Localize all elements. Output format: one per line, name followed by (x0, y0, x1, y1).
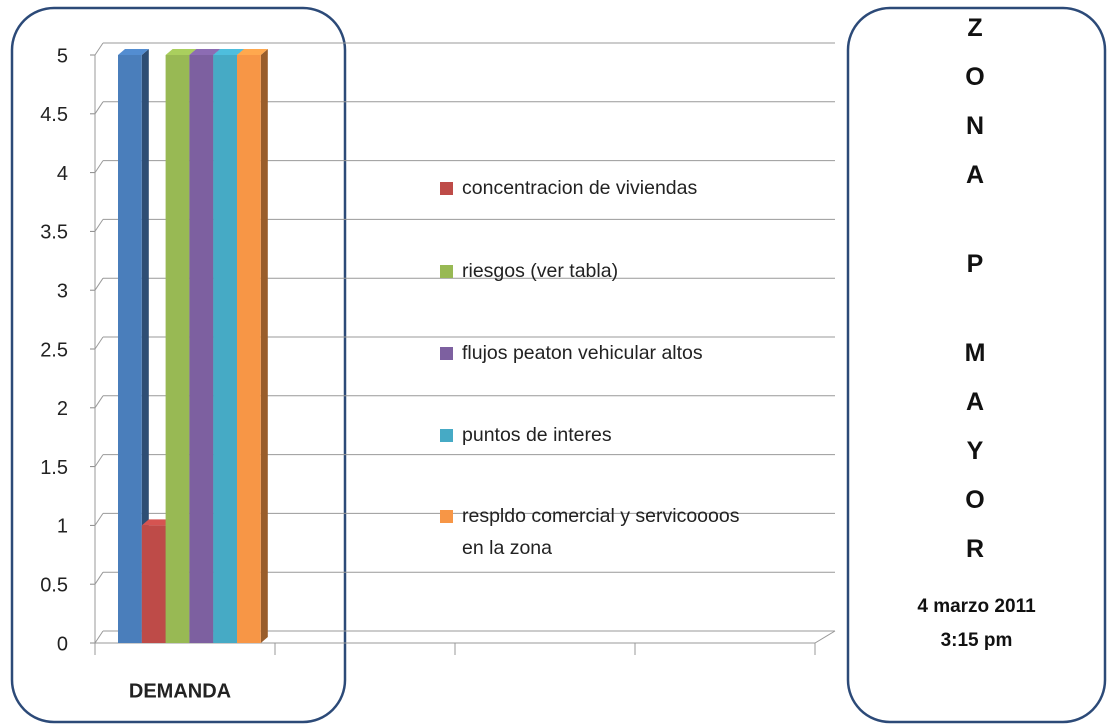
legend-swatch (440, 429, 453, 442)
bar-top (237, 49, 268, 55)
zone-label: ZONA P MAYOR (960, 14, 989, 624)
time: 3:15 pm (940, 630, 1013, 651)
bar-side (260, 49, 268, 643)
legend-swatch (440, 265, 453, 278)
zone-word: P (961, 250, 989, 299)
grid-line (94, 160, 104, 173)
zone-word: MAYOR (961, 339, 989, 584)
bar-top (213, 49, 244, 55)
grid-line (94, 454, 104, 467)
y-tick-label: 2.5 (40, 339, 68, 361)
y-tick-label: 0.5 (40, 574, 68, 596)
bar-front (213, 55, 237, 643)
right-panel (846, 6, 1107, 724)
legend-swatch (440, 182, 453, 195)
bar-top (141, 519, 173, 526)
left-panel (10, 6, 347, 724)
y-tick-label: 5 (57, 45, 68, 67)
grid-line (94, 101, 104, 115)
bar (118, 49, 149, 643)
grid-line (94, 219, 104, 232)
legend-swatch (440, 510, 453, 523)
legend-label: puntos de interes (462, 424, 612, 446)
legend-swatch (440, 347, 453, 360)
grid-line (94, 513, 104, 526)
bar (237, 49, 268, 643)
bar-front (141, 525, 166, 643)
bar-side (141, 49, 149, 643)
x-tick-label: DEMANDA (129, 680, 231, 702)
bar-front (165, 55, 190, 643)
y-tick-label: 3.5 (40, 222, 68, 244)
grid-line (94, 42, 104, 56)
bar-top (189, 49, 221, 55)
grid-line (94, 336, 104, 350)
bar-front (189, 55, 214, 643)
zone-word: ZONA (961, 14, 989, 210)
bar-front (118, 55, 142, 643)
grid-line (94, 630, 104, 644)
grid-line (94, 571, 104, 585)
bar-top (165, 49, 197, 55)
grid-line (94, 277, 104, 291)
legend-label: respldo comercial y servicoooos en la zo… (462, 505, 740, 559)
grid-line (94, 395, 104, 409)
bar-top (118, 49, 149, 55)
y-tick-label: 2 (57, 398, 68, 420)
legend-label: flujos peaton vehicular altos (462, 342, 703, 364)
bar-front (237, 55, 261, 643)
y-tick-label: 4.5 (40, 104, 68, 126)
y-tick-label: 1.5 (40, 457, 68, 479)
legend-label: riesgos (ver tabla) (462, 260, 619, 282)
y-tick-label: 1 (57, 516, 68, 538)
date: 4 marzo 2011 (917, 596, 1036, 617)
y-tick-label: 4 (57, 163, 68, 185)
y-tick-label: 3 (57, 280, 68, 302)
legend-label: concentracion de viviendas (462, 177, 698, 199)
y-tick-label: 0 (57, 633, 68, 655)
